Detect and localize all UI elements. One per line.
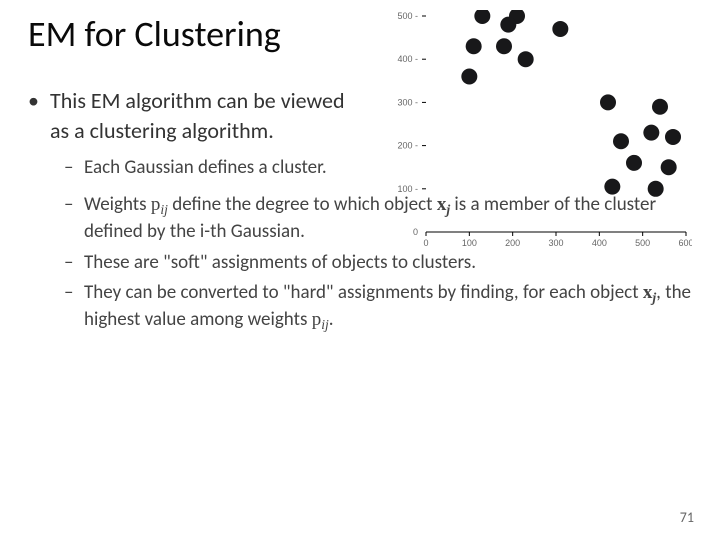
- slide-root: EM for Clustering • This EM algorithm ca…: [0, 0, 720, 540]
- svg-text:100 -: 100 -: [397, 184, 418, 194]
- bullet-dash: –: [64, 250, 84, 277]
- bullet-sub-4-text: They can be converted to "hard" assignme…: [84, 280, 692, 334]
- svg-text:100: 100: [462, 238, 477, 248]
- svg-text:200 -: 200 -: [397, 141, 418, 151]
- svg-text:200: 200: [505, 238, 520, 248]
- page-number: 71: [680, 509, 694, 526]
- svg-text:600: 600: [678, 238, 692, 248]
- svg-text:400: 400: [592, 238, 607, 248]
- bullet-sub-1-text: Each Gaussian defines a cluster.: [84, 155, 327, 182]
- bullet-dot: •: [28, 86, 50, 145]
- svg-text:300 -: 300 -: [397, 97, 418, 107]
- bullet-dash: –: [64, 192, 84, 246]
- bullet-sub-1: – Each Gaussian defines a cluster.: [64, 155, 368, 182]
- bullet-dash: –: [64, 155, 84, 182]
- svg-text:0: 0: [413, 227, 418, 237]
- svg-text:500: 500: [635, 238, 650, 248]
- scatter-svg: 0 100 - 200 - 300 - 400 - 500 - 0 100 200 300 400 5…: [382, 10, 692, 260]
- bullet-sub-4: – They can be converted to "hard" assign…: [64, 280, 692, 334]
- bullet-dash: –: [64, 280, 84, 334]
- scatter-chart: 0 100 - 200 - 300 - 400 - 500 - 0 100 200 300 400 5…: [382, 10, 692, 260]
- svg-text:400 -: 400 -: [397, 54, 418, 64]
- bullet-main-text: This EM algorithm can be viewed as a clu…: [50, 86, 368, 145]
- svg-text:500 -: 500 -: [397, 11, 418, 21]
- main-bullet-block: • This EM algorithm can be viewed as a c…: [28, 56, 368, 186]
- svg-text:300: 300: [548, 238, 563, 248]
- svg-text:0: 0: [423, 238, 428, 248]
- bullet-main: • This EM algorithm can be viewed as a c…: [28, 86, 368, 145]
